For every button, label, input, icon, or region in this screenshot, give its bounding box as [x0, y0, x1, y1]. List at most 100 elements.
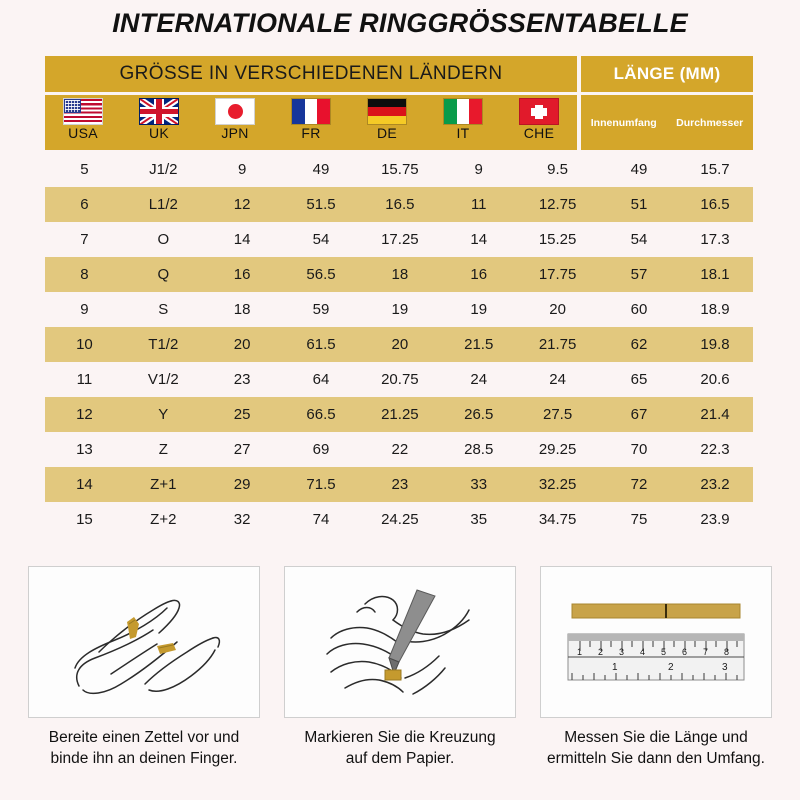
table-header-band: GRÖSSE IN VERSCHIEDENEN LÄNDERN LÄNGE (M… — [45, 56, 753, 92]
table-cell-innenumfang: 70 — [630, 441, 648, 458]
table-cell-durchmesser: 16.5 — [700, 196, 730, 213]
table-cell-it: 28.5 — [464, 441, 494, 458]
table-cell-fr: 71.5 — [306, 476, 336, 493]
table-cell-jpn: 27 — [233, 441, 251, 458]
table-cell-durchmesser: 20.6 — [700, 371, 730, 388]
instruction-caption-1: Bereite einen Zettel vor und binde ihn a… — [48, 729, 240, 767]
table-cell-de: 15.75 — [381, 161, 419, 178]
table-cell-che: 9.5 — [547, 161, 569, 178]
table-cell-usa: 10 — [76, 336, 93, 353]
svg-text:6: 6 — [682, 647, 687, 657]
svg-text:4: 4 — [640, 647, 645, 657]
svg-text:7: 7 — [703, 647, 708, 657]
table-cell-innenumfang: 65 — [630, 371, 648, 388]
country-column-it: IT — [425, 95, 501, 150]
table-row: 7 O 14 54 17.25 14 15.25 54 17.3 — [45, 222, 753, 257]
country-column-usa: USA — [45, 95, 121, 150]
subheader-durchmesser: Durchmesser — [676, 116, 744, 129]
flag-uk-icon — [139, 98, 179, 125]
svg-text:2: 2 — [598, 647, 603, 657]
table-cell-che: 12.75 — [538, 196, 577, 213]
table-cell-che: 34.75 — [538, 511, 577, 528]
svg-text:5: 5 — [661, 647, 666, 657]
flag-france-icon — [291, 98, 331, 125]
header-group-countries: GRÖSSE IN VERSCHIEDENEN LÄNDERN — [45, 56, 577, 92]
table-row: 5 J1/2 9 49 15.75 9 9.5 49 15.7 — [45, 152, 753, 187]
instruction-panels: Bereite einen Zettel vor und binde ihn a… — [22, 566, 778, 792]
table-cell-innenumfang: 75 — [630, 511, 648, 528]
subheader-innenumfang: Innenumfang — [590, 116, 657, 129]
table-cell-it: 19 — [470, 301, 488, 318]
svg-text:2: 2 — [668, 662, 674, 673]
country-column-de: DE — [349, 95, 425, 150]
table-cell-durchmesser: 18.9 — [700, 301, 730, 318]
svg-text:1: 1 — [612, 662, 618, 673]
table-cell-durchmesser: 22.3 — [700, 441, 730, 458]
table-cell-it: 9 — [474, 161, 483, 178]
table-row: 12 Y 25 66.5 21.25 26.5 27.5 67 21.4 — [45, 397, 753, 432]
table-cell-usa: 9 — [80, 301, 89, 318]
table-cell-uk: S — [158, 301, 169, 318]
table-cell-innenumfang: 49 — [630, 161, 648, 178]
table-cell-de: 19 — [391, 301, 409, 318]
table-body: 5 J1/2 9 49 15.75 9 9.5 49 15.7 6 L1/2 12 51.5 16.5 11… — [45, 152, 753, 537]
table-cell-jpn: 32 — [233, 511, 251, 528]
table-cell-innenumfang: 57 — [630, 266, 648, 283]
table-cell-fr: 66.5 — [306, 406, 336, 423]
table-cell-it: 16 — [470, 266, 488, 283]
table-cell-usa: 6 — [80, 196, 89, 213]
hand-marking-with-pen-icon — [284, 566, 516, 718]
svg-text:8: 8 — [724, 647, 729, 657]
hand-with-paper-strip-icon — [28, 566, 260, 718]
flag-usa-icon — [63, 98, 103, 125]
instruction-panel-1: Bereite einen Zettel vor und binde ihn a… — [22, 566, 266, 792]
instruction-panel-2: Markieren Sie die Kreuzung auf dem Papie… — [278, 566, 522, 792]
svg-text:3: 3 — [722, 662, 728, 673]
country-column-che: CHE — [501, 95, 577, 150]
table-cell-innenumfang: 72 — [630, 476, 648, 493]
table-cell-it: 24 — [470, 371, 488, 388]
table-row: 10 T1/2 20 61.5 20 21.5 21.75 62 19.8 — [45, 327, 753, 362]
country-code-de: DE — [376, 125, 398, 141]
table-cell-uk: T1/2 — [148, 336, 179, 353]
table-cell-it: 26.5 — [464, 406, 494, 423]
table-cell-de: 24.25 — [381, 511, 419, 528]
table-cell-fr: 51.5 — [306, 196, 336, 213]
table-cell-che: 29.25 — [538, 441, 577, 458]
header-group-length-label: LÄNGE (MM) — [613, 64, 721, 83]
table-cell-fr: 61.5 — [306, 336, 336, 353]
header-group-countries-label: GRÖSSE IN VERSCHIEDENEN LÄNDERN — [119, 63, 503, 84]
table-cell-jpn: 23 — [233, 371, 251, 388]
table-row: 9 S 18 59 19 19 20 60 18.9 — [45, 292, 753, 327]
table-cell-durchmesser: 18.1 — [700, 266, 730, 283]
table-cell-usa: 11 — [76, 371, 93, 388]
table-row: 11 V1/2 23 64 20.75 24 24 65 20.6 — [45, 362, 753, 397]
table-cell-uk: O — [157, 231, 170, 248]
table-cell-usa: 8 — [80, 266, 89, 283]
length-subheaders: Innenumfang Durchmesser — [581, 95, 753, 150]
table-cell-it: 14 — [470, 231, 488, 248]
table-cell-jpn: 29 — [233, 476, 251, 493]
table-cell-uk: J1/2 — [149, 161, 178, 178]
svg-text:1: 1 — [577, 647, 582, 657]
table-cell-usa: 5 — [80, 161, 89, 178]
table-cell-uk: L1/2 — [148, 196, 178, 213]
country-code-che: CHE — [523, 125, 555, 141]
table-cell-usa: 14 — [76, 476, 93, 493]
table-flag-row: USA UK JPN — [45, 95, 753, 150]
table-cell-jpn: 9 — [237, 161, 247, 178]
table-cell-jpn: 16 — [233, 266, 251, 283]
table-cell-it: 35 — [470, 511, 488, 528]
table-cell-innenumfang: 60 — [630, 301, 648, 318]
table-cell-de: 18 — [391, 266, 409, 283]
table-cell-fr: 54 — [312, 231, 330, 248]
ring-size-table: GRÖSSE IN VERSCHIEDENEN LÄNDERN LÄNGE (M… — [45, 56, 753, 537]
table-cell-fr: 74 — [312, 511, 330, 528]
table-cell-it: 21.5 — [464, 336, 494, 353]
instruction-caption-3: Messen Sie die Länge und ermitteln Sie d… — [547, 729, 765, 767]
table-cell-usa: 12 — [76, 406, 93, 423]
table-cell-uk: Q — [157, 266, 170, 283]
